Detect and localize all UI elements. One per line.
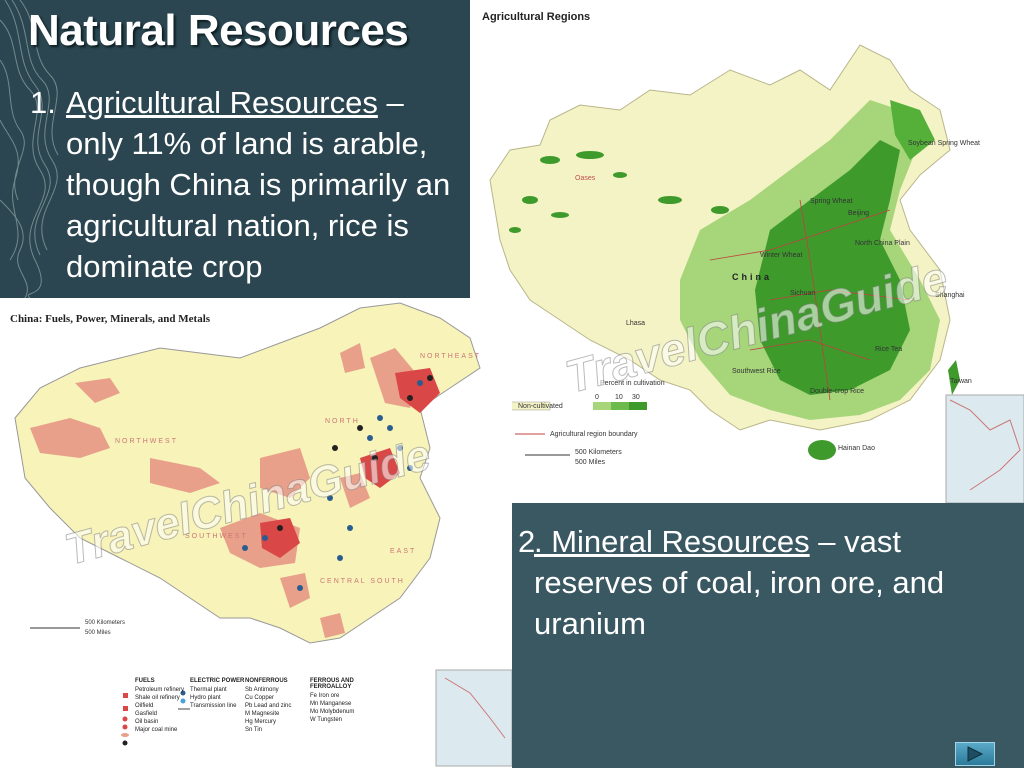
legend-item: M Magnesite: [245, 711, 280, 717]
label-soybean-spring-wheat: Soybean Spring Wheat: [908, 140, 980, 147]
label-beijing: Beijing: [848, 210, 870, 217]
region-northwest: NORTHWEST: [115, 438, 178, 445]
region-southwest: SOUTHWEST: [185, 533, 248, 540]
legend-swatch-10: [611, 402, 629, 410]
legend-percent-title: Percent in cultivation: [600, 380, 665, 387]
legend-ferrous: FERROUS AND FERROALLOY Fe Iron ore Mn Ma…: [310, 678, 380, 724]
legend-item: Petroleum refinery: [135, 687, 185, 693]
legend-tick-10: 10: [615, 394, 623, 401]
legend-km: 500 Kilometers: [575, 449, 622, 456]
label-taiwan: Taiwan: [950, 378, 972, 385]
inset-map-min: [435, 669, 512, 767]
legend-item: Major coal mine: [135, 727, 178, 733]
legend-item: Mo Molybdenum: [310, 709, 355, 715]
legend-nonferrous: NONFERROUS Sb Antimony Cu Copper Pb Lead…: [245, 678, 291, 734]
label-rice-tea: Rice Tea: [875, 346, 903, 353]
legend-ferrous-heading: FERROUS AND FERROALLOY: [310, 678, 354, 690]
legend-miles: 500 Miles: [575, 459, 605, 466]
legend-item: Pb Lead and zinc: [245, 703, 292, 709]
label-southwest-rice: Southwest Rice: [732, 368, 781, 375]
bullet-number: 1.: [30, 85, 56, 120]
legend-swatch-30: [629, 402, 647, 410]
coal-mine-dots: [277, 375, 433, 531]
dense-cultivation-area: [755, 140, 910, 395]
legend-item: Cu Copper: [245, 695, 275, 701]
label-sichuan: Sichuan: [790, 290, 816, 297]
play-icon: [967, 746, 984, 762]
legend-symbols: [121, 690, 190, 746]
legend-item: Gasfield: [135, 711, 158, 717]
scale-km-min: 500 Kilometers: [85, 620, 126, 626]
legend-item: W Tungsten: [310, 717, 343, 723]
legend-fuels-heading: FUELS: [135, 678, 155, 684]
hainan-shape: [808, 440, 836, 460]
northeast-cultivation: [890, 100, 935, 160]
minerals-legend: FUELS Petroleum refinery Shale oil refin…: [120, 678, 380, 768]
label-lhasa: Lhasa: [626, 320, 646, 327]
legend-item: Thermal plant: [190, 687, 227, 693]
mineral-text-panel: 2 . Mineral Resources – vast reserves of…: [512, 503, 1024, 768]
topographic-decoration: [0, 0, 60, 298]
agricultural-map-graphic: [489, 44, 1024, 503]
agricultural-map-title: Agricultural Regions: [482, 11, 591, 23]
label-winter-wheat: Winter Wheat: [760, 252, 803, 259]
minerals-map-graphic: [14, 302, 512, 767]
label-oases: Oases: [575, 175, 596, 182]
minerals-map: China: Fuels, Power, Minerals, and Metal…: [0, 298, 512, 768]
legend-item: Oil basin: [135, 719, 159, 725]
legend-item: Sb Antimony: [245, 687, 279, 693]
china-label: China: [732, 272, 773, 282]
next-slide-button[interactable]: [955, 742, 995, 766]
legend-swatch-0: [593, 402, 611, 410]
coal-areas: [260, 368, 440, 558]
legend-item: Fe Iron ore: [310, 693, 340, 699]
legend-tick-0: 0: [595, 394, 599, 401]
region-boundaries: [709, 199, 911, 401]
label-north-china-plain: North China Plain: [855, 240, 910, 247]
label-shanghai: Shanghai: [935, 292, 965, 299]
legend-item: Sn Tin: [245, 727, 263, 733]
region-northeast: NORTHEAST: [420, 353, 482, 360]
legend-item: Transmission line: [190, 703, 237, 709]
legend-power: ELECTRIC POWER Thermal plant Hydro plant…: [190, 678, 244, 710]
inset-map: [945, 394, 1024, 503]
bullet-heading: . Mineral Resources: [534, 524, 810, 559]
legend-power-heading: ELECTRIC POWER: [190, 678, 245, 684]
scale-mi-min: 500 Miles: [85, 630, 111, 636]
bullet-heading: Agricultural Resources: [66, 85, 378, 120]
taiwan-shape: [948, 360, 960, 395]
label-spring-wheat: Spring Wheat: [810, 198, 853, 205]
legend-tick-30: 30: [632, 394, 640, 401]
region-north: NORTH: [325, 418, 360, 425]
region-central-south: CENTRAL SOUTH: [320, 578, 405, 585]
legend-nonferrous-heading: NONFERROUS: [245, 678, 288, 684]
minerals-map-title: China: Fuels, Power, Minerals, and Metal…: [10, 313, 211, 325]
label-hainan: Hainan Dao: [838, 445, 875, 452]
bullet-number: 2: [518, 524, 536, 559]
power-plant-dots: [242, 380, 423, 591]
bullet-body: – vast reserves of coal, iron ore, and u…: [534, 524, 945, 641]
bullet-body: – only 11% of land is arable, though Chi…: [66, 85, 451, 284]
region-east: EAST: [390, 548, 417, 555]
oases-marks: [509, 151, 729, 233]
agricultural-text-panel: Natural Resources 1. Agricultural Resour…: [0, 0, 470, 298]
bullet-text: . Mineral Resources – vast reserves of c…: [534, 521, 1018, 644]
legend-item: Oilfield: [135, 703, 154, 709]
label-double-crop-rice: Double-crop Rice: [810, 388, 865, 395]
agricultural-regions-map: Agricultural Regions China Oases Spring …: [470, 0, 1024, 503]
legend-item: Hydro plant: [190, 695, 221, 701]
legend-item: Hg Mercury: [245, 719, 277, 725]
legend-item: Shale oil refinery: [135, 695, 180, 701]
china-outline-min: [14, 302, 481, 644]
slide-title: Natural Resources: [28, 6, 409, 55]
legend-item: Mn Manganese: [310, 701, 352, 707]
legend-noncultivated-label: Non-cultivated: [518, 403, 563, 410]
bullet-text: Agricultural Resources – only 11% of lan…: [66, 82, 466, 287]
legend-fuels: FUELS Petroleum refinery Shale oil refin…: [135, 678, 184, 734]
legend-boundary-label: Agricultural region boundary: [550, 431, 638, 438]
